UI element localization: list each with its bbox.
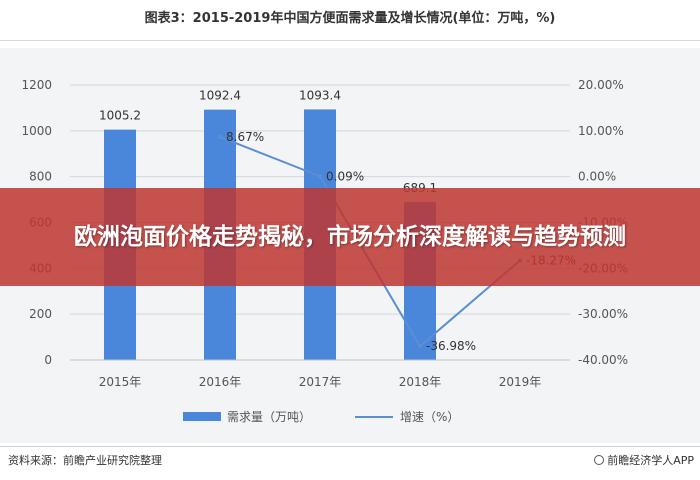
brand-watermark: 前瞻经济学人APP [594, 452, 694, 468]
chart-title: 图表3：2015-2019年中国方便面需求量及增长情况(单位：万吨，%) [144, 11, 556, 26]
y-left-tick-label: 1200 [21, 78, 52, 92]
data-labels: 1005.21092.41093.4689.18.67%0.09%-36.98%… [99, 88, 576, 353]
bar-value-label: 1093.4 [299, 88, 341, 102]
line-value-label: -36.98% [426, 339, 476, 353]
y-right-tick-label: 20.00% [578, 78, 624, 92]
x-tick-label: 2017年 [299, 375, 342, 389]
legend: 需求量（万吨） 增速（%） [183, 410, 459, 424]
y-right-tick-label: 10.00% [578, 124, 624, 138]
line-value-label: 8.67% [226, 130, 264, 144]
x-tick-label: 2018年 [399, 375, 442, 389]
legend-bar-label: 需求量（万吨） [227, 410, 311, 424]
legend-line-label: 增速（%） [400, 410, 459, 424]
source-note: 资料来源：前瞻产业研究院整理 [8, 454, 162, 467]
y-left-tick-label: 1000 [21, 124, 52, 138]
footer-divider [0, 446, 700, 447]
y-left-tick-label: 800 [29, 170, 52, 184]
bar-value-label: 1092.4 [199, 89, 241, 103]
y-left-tick-label: 200 [29, 307, 52, 321]
y-right-tick-label: -30.00% [578, 307, 628, 321]
legend-bar-swatch [183, 412, 221, 421]
y-left-tick-label: 0 [44, 353, 52, 367]
header-divider [0, 40, 700, 41]
x-tick-label: 2015年 [99, 375, 142, 389]
line-value-label: 0.09% [326, 169, 364, 183]
line-point [418, 344, 422, 349]
x-tick-label: 2019年 [499, 375, 542, 389]
x-tick-label: 2016年 [199, 375, 242, 389]
y-right-tick-label: 0.00% [578, 170, 616, 184]
brand-icon [594, 455, 605, 465]
y-right-tick-label: -40.00% [578, 353, 628, 367]
bar-value-label: 1005.2 [99, 109, 141, 123]
line-point [218, 134, 222, 139]
headline-text: 欧洲泡面价格走势揭秘，市场分析深度解读与趋势预测 [74, 224, 626, 250]
brand-text: 前瞻经济学人APP [607, 454, 694, 467]
headline-banner: 欧洲泡面价格走势揭秘，市场分析深度解读与趋势预测 [0, 188, 700, 286]
line-point [318, 174, 322, 179]
